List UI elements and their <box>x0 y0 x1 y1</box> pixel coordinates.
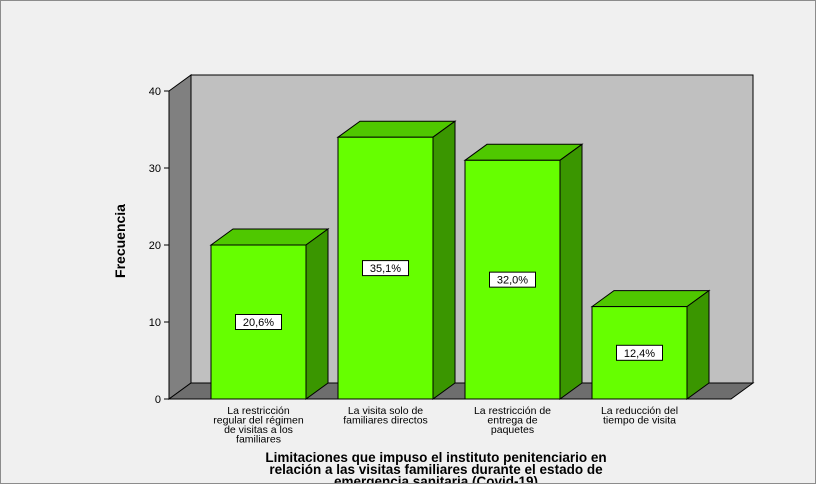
x-tick-label: tiempo de visita <box>603 415 676 427</box>
x-tick-label: familiares <box>236 434 281 446</box>
data-label-box <box>235 314 282 330</box>
y-tick-label: 0 <box>155 394 161 406</box>
data-label: 20,6% <box>243 317 274 329</box>
data-label-box <box>362 260 409 277</box>
chart-title-line: relación a las visitas familiares durant… <box>269 462 603 477</box>
x-tick-label: paquetes <box>491 424 534 436</box>
bar-side <box>305 228 329 400</box>
x-tick-label: regular del régimen <box>213 415 304 427</box>
chart-title-line: Limitaciones que impuso el instituto pen… <box>265 450 606 465</box>
x-tick-label: La visita solo de <box>348 405 423 417</box>
x-tick-label: La restricción <box>227 405 290 417</box>
chart-title-line: emergencia sanitaria (Covid-19) <box>334 474 538 484</box>
y-tick-label: 10 <box>149 317 161 329</box>
data-label: 32,0% <box>497 275 528 287</box>
y-tick-label: 40 <box>149 86 161 98</box>
y-tick-label: 20 <box>149 240 161 252</box>
x-tick-label: entrega de <box>487 415 537 427</box>
left-wall <box>168 74 192 400</box>
x-tick-label: La reducción del <box>601 405 678 417</box>
x-tick-label: de visitas a los <box>224 424 293 436</box>
y-axis-label: Frecuencia <box>112 204 128 278</box>
bar-side <box>686 289 710 400</box>
bar-side <box>432 120 456 400</box>
data-label-box <box>616 344 663 361</box>
y-tick-label: 30 <box>149 163 161 175</box>
bar-side <box>559 143 583 400</box>
x-tick-label: La restricción de <box>474 405 551 417</box>
data-label: 12,4% <box>624 348 655 360</box>
data-label: 35,1% <box>370 263 401 275</box>
x-tick-label: familiares directos <box>343 415 428 427</box>
data-label-box <box>489 271 536 288</box>
